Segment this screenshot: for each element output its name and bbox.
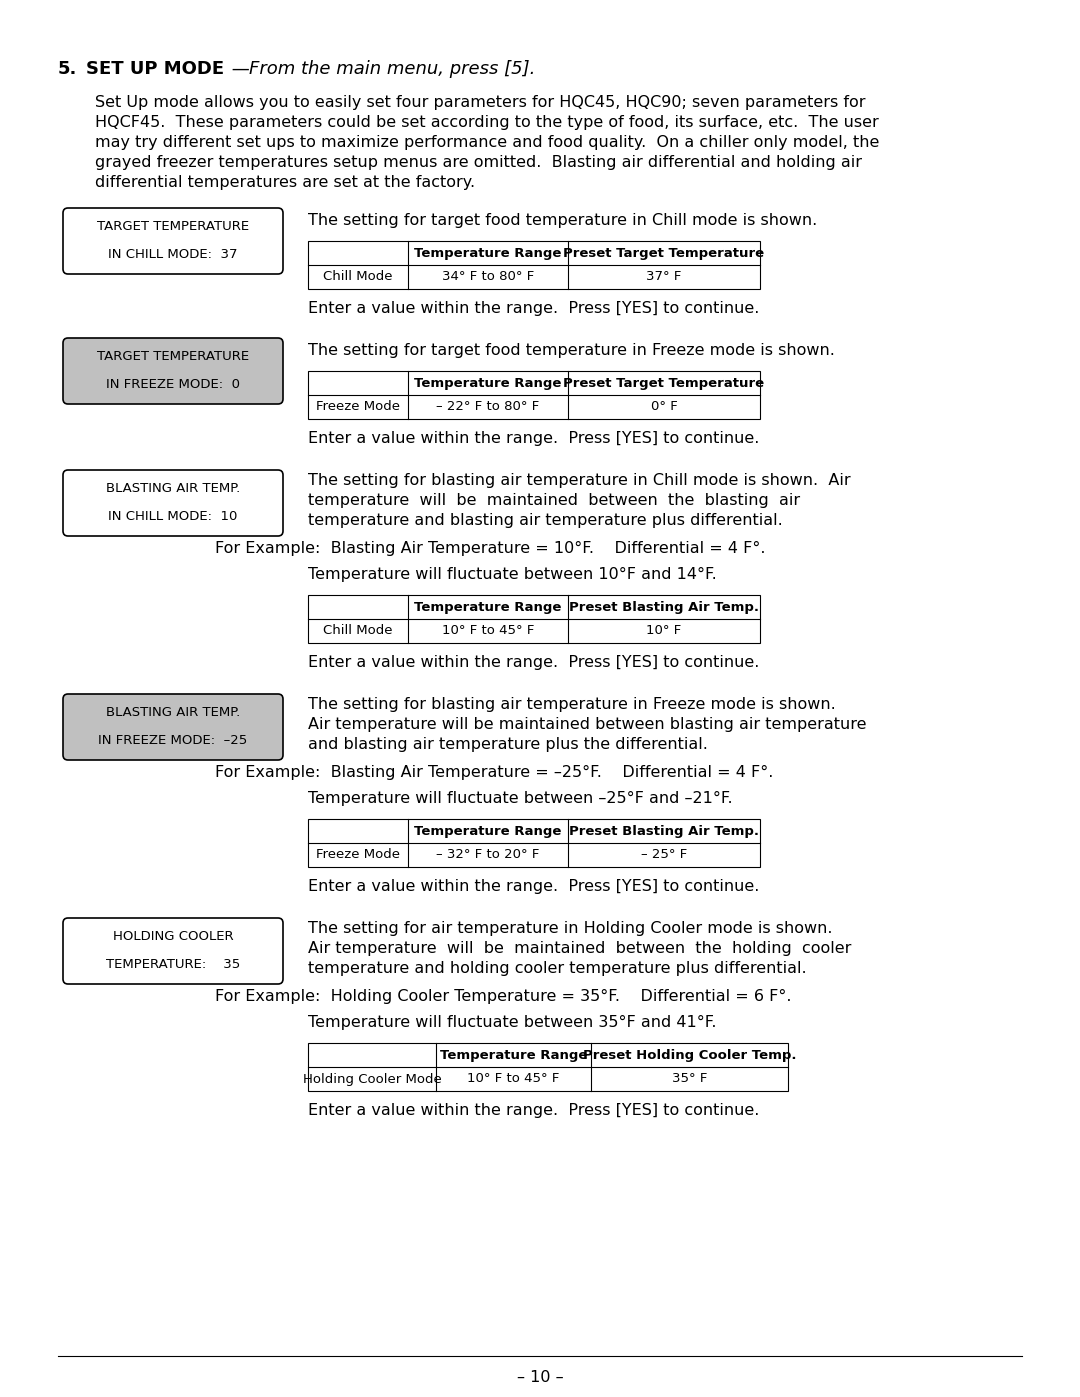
Text: 37° F: 37° F — [646, 271, 681, 284]
Text: differential temperatures are set at the factory.: differential temperatures are set at the… — [95, 175, 475, 190]
Text: – 25° F: – 25° F — [640, 848, 687, 862]
Text: 10° F to 45° F: 10° F to 45° F — [442, 624, 535, 637]
Text: For Example:  Holding Cooler Temperature = 35°F.    Differential = 6 F°.: For Example: Holding Cooler Temperature … — [215, 989, 792, 1004]
Bar — [308, 1044, 788, 1091]
Bar — [308, 595, 760, 643]
Text: Temperature Range: Temperature Range — [415, 377, 562, 390]
Text: Preset Blasting Air Temp.: Preset Blasting Air Temp. — [569, 824, 759, 837]
FancyBboxPatch shape — [63, 469, 283, 536]
Text: 35° F: 35° F — [672, 1073, 707, 1085]
Text: IN CHILL MODE:  37: IN CHILL MODE: 37 — [108, 249, 238, 261]
Text: and blasting air temperature plus the differential.: and blasting air temperature plus the di… — [308, 738, 707, 752]
Text: The setting for target food temperature in Freeze mode is shown.: The setting for target food temperature … — [308, 344, 835, 358]
Text: Temperature Range: Temperature Range — [415, 246, 562, 260]
Text: Set Up mode allows you to easily set four parameters for HQC45, HQC90; seven par: Set Up mode allows you to easily set fou… — [95, 95, 865, 110]
Bar — [308, 1044, 788, 1091]
Text: may try different set ups to maximize performance and food quality.  On a chille: may try different set ups to maximize pe… — [95, 136, 879, 149]
FancyBboxPatch shape — [63, 918, 283, 983]
Text: For Example:  Blasting Air Temperature = –25°F.    Differential = 4 F°.: For Example: Blasting Air Temperature = … — [215, 766, 773, 780]
Text: Temperature will fluctuate between –25°F and –21°F.: Temperature will fluctuate between –25°F… — [308, 791, 732, 806]
Text: IN FREEZE MODE:  0: IN FREEZE MODE: 0 — [106, 379, 240, 391]
FancyBboxPatch shape — [63, 694, 283, 760]
Text: BLASTING AIR TEMP.: BLASTING AIR TEMP. — [106, 482, 240, 496]
Text: grayed freezer temperatures setup menus are omitted.  Blasting air differential : grayed freezer temperatures setup menus … — [95, 155, 862, 170]
Text: The setting for blasting air temperature in Freeze mode is shown.: The setting for blasting air temperature… — [308, 697, 836, 712]
Text: Temperature Range: Temperature Range — [415, 824, 562, 837]
Text: The setting for blasting air temperature in Chill mode is shown.  Air: The setting for blasting air temperature… — [308, 474, 851, 488]
Text: Enter a value within the range.  Press [YES] to continue.: Enter a value within the range. Press [Y… — [308, 879, 759, 894]
Text: Temperature Range: Temperature Range — [440, 1049, 588, 1062]
Text: TARGET TEMPERATURE: TARGET TEMPERATURE — [97, 221, 249, 233]
Text: From the main menu, press [5].: From the main menu, press [5]. — [249, 60, 536, 78]
Text: For Example:  Blasting Air Temperature = 10°F.    Differential = 4 F°.: For Example: Blasting Air Temperature = … — [215, 541, 766, 556]
Text: Enter a value within the range.  Press [YES] to continue.: Enter a value within the range. Press [Y… — [308, 1104, 759, 1118]
Text: —: — — [226, 60, 256, 78]
Text: 10° F: 10° F — [646, 624, 681, 637]
Text: BLASTING AIR TEMP.: BLASTING AIR TEMP. — [106, 707, 240, 719]
Text: temperature and blasting air temperature plus differential.: temperature and blasting air temperature… — [308, 513, 783, 528]
Text: Chill Mode: Chill Mode — [323, 624, 393, 637]
Text: temperature  will  be  maintained  between  the  blasting  air: temperature will be maintained between t… — [308, 493, 800, 509]
Text: – 22° F to 80° F: – 22° F to 80° F — [436, 401, 540, 414]
Bar — [308, 372, 760, 419]
Text: Air temperature  will  be  maintained  between  the  holding  cooler: Air temperature will be maintained betwe… — [308, 942, 851, 956]
FancyBboxPatch shape — [63, 338, 283, 404]
Text: – 10 –: – 10 – — [516, 1370, 564, 1384]
Text: TEMPERATURE:    35: TEMPERATURE: 35 — [106, 958, 240, 971]
Text: Temperature will fluctuate between 10°F and 14°F.: Temperature will fluctuate between 10°F … — [308, 567, 717, 583]
Text: Temperature Range: Temperature Range — [415, 601, 562, 613]
Text: TARGET TEMPERATURE: TARGET TEMPERATURE — [97, 351, 249, 363]
Bar — [308, 242, 760, 289]
Text: Enter a value within the range.  Press [YES] to continue.: Enter a value within the range. Press [Y… — [308, 300, 759, 316]
Text: IN CHILL MODE:  10: IN CHILL MODE: 10 — [108, 510, 238, 524]
Text: Preset Target Temperature: Preset Target Temperature — [564, 246, 765, 260]
Bar — [308, 819, 760, 868]
Text: 5.: 5. — [58, 60, 78, 78]
Bar — [308, 819, 760, 868]
Text: The setting for air temperature in Holding Cooler mode is shown.: The setting for air temperature in Holdi… — [308, 921, 833, 936]
Bar — [308, 242, 760, 289]
Text: temperature and holding cooler temperature plus differential.: temperature and holding cooler temperatu… — [308, 961, 807, 977]
Bar — [308, 595, 760, 643]
Text: HQCF45.  These parameters could be set according to the type of food, its surfac: HQCF45. These parameters could be set ac… — [95, 115, 879, 130]
Text: Temperature will fluctuate between 35°F and 41°F.: Temperature will fluctuate between 35°F … — [308, 1016, 716, 1030]
Text: HOLDING COOLER: HOLDING COOLER — [112, 930, 233, 943]
Text: Preset Holding Cooler Temp.: Preset Holding Cooler Temp. — [583, 1049, 796, 1062]
Text: Freeze Mode: Freeze Mode — [316, 848, 400, 862]
Bar — [308, 372, 760, 419]
Text: Air temperature will be maintained between blasting air temperature: Air temperature will be maintained betwe… — [308, 717, 866, 732]
Text: SET UP MODE: SET UP MODE — [86, 60, 225, 78]
Text: Preset Blasting Air Temp.: Preset Blasting Air Temp. — [569, 601, 759, 613]
Text: The setting for target food temperature in Chill mode is shown.: The setting for target food temperature … — [308, 212, 818, 228]
Text: – 32° F to 20° F: – 32° F to 20° F — [436, 848, 540, 862]
Text: 0° F: 0° F — [650, 401, 677, 414]
FancyBboxPatch shape — [63, 208, 283, 274]
Text: Preset Target Temperature: Preset Target Temperature — [564, 377, 765, 390]
Text: Enter a value within the range.  Press [YES] to continue.: Enter a value within the range. Press [Y… — [308, 432, 759, 446]
Text: Freeze Mode: Freeze Mode — [316, 401, 400, 414]
Text: 10° F to 45° F: 10° F to 45° F — [468, 1073, 559, 1085]
Text: IN FREEZE MODE:  –25: IN FREEZE MODE: –25 — [98, 735, 247, 747]
Text: 34° F to 80° F: 34° F to 80° F — [442, 271, 535, 284]
Text: Chill Mode: Chill Mode — [323, 271, 393, 284]
Text: Holding Cooler Mode: Holding Cooler Mode — [302, 1073, 442, 1085]
Text: Enter a value within the range.  Press [YES] to continue.: Enter a value within the range. Press [Y… — [308, 655, 759, 671]
